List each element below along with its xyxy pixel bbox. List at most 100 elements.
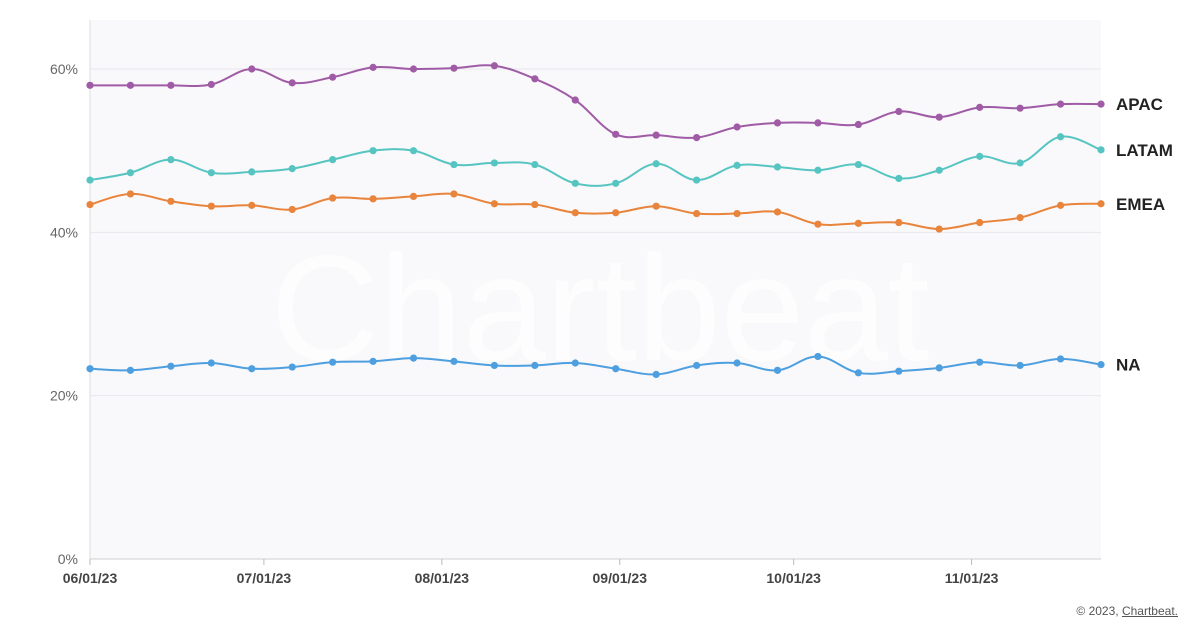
data-point-emea[interactable] [976,218,984,227]
data-point-apac[interactable] [693,134,701,142]
data-point-na[interactable] [531,361,539,370]
data-point-emea[interactable] [490,200,498,208]
data-point-latam[interactable] [207,169,215,177]
data-point-emea[interactable] [86,200,94,209]
data-point-latam[interactable] [773,163,782,171]
data-point-apac[interactable] [733,123,741,131]
data-point-na[interactable] [329,358,337,366]
data-point-na[interactable] [814,352,822,361]
data-point-emea[interactable] [652,202,660,210]
data-point-latam[interactable] [1056,133,1065,141]
data-point-latam[interactable] [490,159,498,167]
data-point-apac[interactable] [1056,100,1065,108]
data-point-na[interactable] [652,370,660,379]
data-point-apac[interactable] [490,62,498,70]
data-point-latam[interactable] [450,160,458,169]
data-point-apac[interactable] [773,119,782,127]
data-point-emea[interactable] [1056,201,1065,209]
data-point-emea[interactable] [531,200,539,209]
data-point-na[interactable] [1097,361,1105,369]
data-point-na[interactable] [288,363,296,371]
data-point-emea[interactable] [693,209,701,218]
data-point-na[interactable] [167,362,175,370]
data-point-apac[interactable] [450,64,458,72]
data-point-apac[interactable] [288,79,296,87]
data-point-emea[interactable] [773,208,782,216]
data-point-latam[interactable] [531,160,539,169]
data-point-latam[interactable] [86,176,94,184]
data-point-emea[interactable] [814,220,822,228]
data-point-latam[interactable] [248,168,256,176]
data-point-na[interactable] [773,366,782,374]
data-point-latam[interactable] [935,166,943,174]
data-point-apac[interactable] [167,81,175,89]
data-point-apac[interactable] [571,96,579,104]
data-point-emea[interactable] [450,190,458,198]
data-point-latam[interactable] [814,166,822,174]
data-point-apac[interactable] [409,65,418,73]
data-point-emea[interactable] [369,195,377,203]
data-point-latam[interactable] [612,179,620,187]
data-point-apac[interactable] [814,119,822,127]
data-point-na[interactable] [1016,361,1024,370]
data-point-na[interactable] [693,361,701,370]
data-point-na[interactable] [733,359,741,367]
data-point-latam[interactable] [126,169,135,177]
data-point-na[interactable] [409,354,418,362]
data-point-apac[interactable] [652,131,660,139]
data-point-latam[interactable] [369,147,377,155]
data-point-emea[interactable] [854,219,862,227]
data-point-na[interactable] [450,357,458,365]
data-point-emea[interactable] [1097,200,1105,208]
data-point-na[interactable] [86,365,94,373]
data-point-na[interactable] [369,357,377,365]
data-point-na[interactable] [126,366,135,374]
data-point-apac[interactable] [126,81,135,89]
data-point-na[interactable] [571,359,579,367]
data-point-apac[interactable] [329,73,337,81]
data-point-latam[interactable] [895,174,903,183]
data-point-apac[interactable] [207,80,215,89]
data-point-na[interactable] [612,365,620,373]
data-point-apac[interactable] [1016,104,1024,112]
data-point-emea[interactable] [288,205,296,214]
data-point-na[interactable] [935,364,943,372]
data-point-latam[interactable] [571,179,579,187]
data-point-apac[interactable] [369,63,377,71]
data-point-na[interactable] [895,367,903,375]
data-point-na[interactable] [490,361,498,370]
data-point-emea[interactable] [207,202,215,210]
data-point-na[interactable] [207,359,215,367]
data-point-emea[interactable] [329,194,337,202]
data-point-latam[interactable] [288,165,296,173]
data-point-emea[interactable] [935,225,943,233]
data-point-apac[interactable] [895,107,903,116]
data-point-latam[interactable] [1016,159,1024,167]
data-point-na[interactable] [854,369,862,377]
data-point-apac[interactable] [1097,100,1105,108]
data-point-emea[interactable] [733,209,741,218]
data-point-emea[interactable] [571,209,579,217]
data-point-emea[interactable] [248,201,256,209]
data-point-na[interactable] [248,365,256,373]
data-point-latam[interactable] [733,161,741,169]
data-point-apac[interactable] [976,103,984,111]
data-point-latam[interactable] [1097,146,1105,154]
data-point-emea[interactable] [1016,214,1024,222]
data-point-apac[interactable] [854,120,862,129]
data-point-latam[interactable] [409,147,418,155]
data-point-latam[interactable] [693,176,701,184]
data-point-apac[interactable] [935,113,943,121]
data-point-apac[interactable] [86,81,94,89]
data-point-emea[interactable] [612,209,620,217]
data-point-emea[interactable] [167,197,175,205]
chartbeat-link[interactable]: Chartbeat. [1121,604,1178,618]
data-point-emea[interactable] [409,192,418,200]
data-point-latam[interactable] [976,152,984,160]
data-point-na[interactable] [976,358,984,366]
data-point-latam[interactable] [329,156,337,164]
data-point-latam[interactable] [167,156,175,164]
data-point-apac[interactable] [612,130,620,138]
data-point-emea[interactable] [126,190,135,198]
data-point-apac[interactable] [248,65,256,73]
